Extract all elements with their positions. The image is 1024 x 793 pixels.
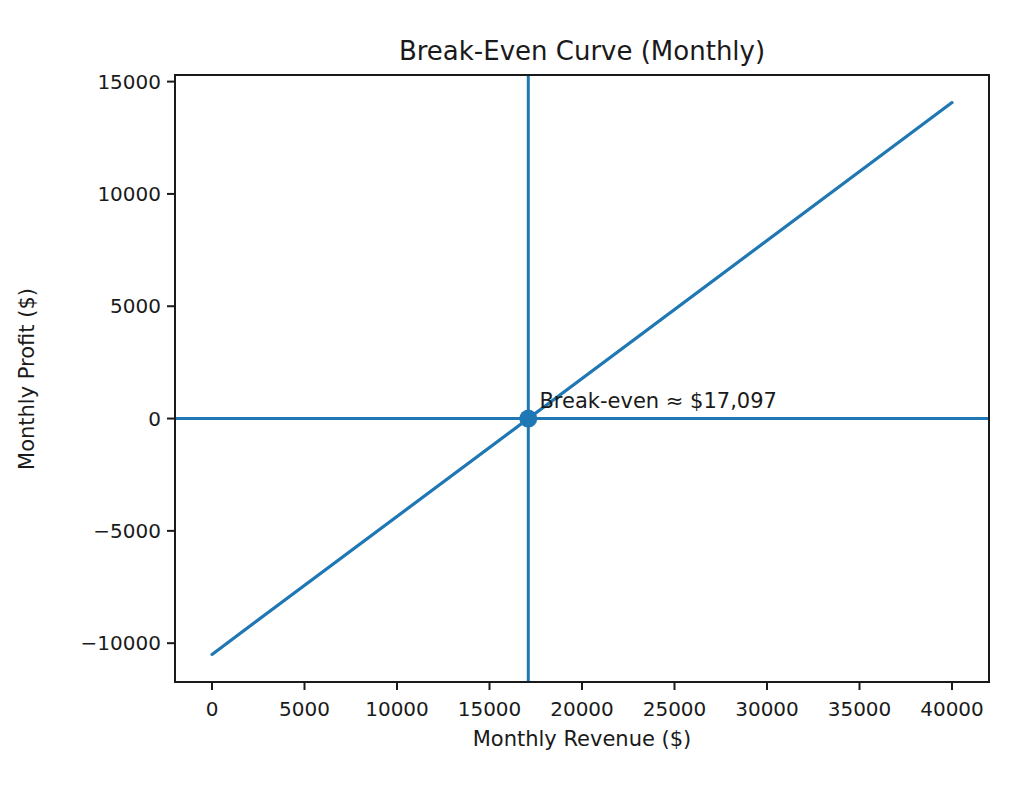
break-even-point [519, 410, 537, 428]
x-tick-label: 25000 [643, 697, 707, 721]
axis-ticks: 0 5000 10000 15000 20000 25000 30000 35000 40000… [81, 70, 984, 721]
break-even-annotation: Break-even ≈ $17,097 [539, 389, 776, 413]
x-tick-label: 0 [206, 697, 219, 721]
x-tick-label: 15000 [458, 697, 522, 721]
y-tick-label: −10000 [81, 631, 161, 655]
y-axis-label: Monthly Profit ($) [15, 288, 39, 470]
x-tick-label: 10000 [365, 697, 429, 721]
x-tick-label: 40000 [920, 697, 984, 721]
plot-lines [175, 75, 989, 682]
y-tick-label: 0 [148, 407, 161, 431]
chart-title: Break-Even Curve (Monthly) [399, 36, 765, 66]
x-axis-label: Monthly Revenue ($) [473, 727, 692, 751]
y-tick-label: −5000 [93, 519, 161, 543]
y-tick-label: 10000 [97, 182, 161, 206]
x-tick-label: 35000 [828, 697, 892, 721]
x-tick-label: 30000 [735, 697, 799, 721]
y-tick-label: 5000 [110, 294, 161, 318]
break-even-figure: 0 5000 10000 15000 20000 25000 30000 35000 40000… [0, 0, 1024, 793]
x-tick-label: 5000 [279, 697, 330, 721]
x-tick-label: 20000 [550, 697, 614, 721]
break-even-marker-group [519, 410, 537, 428]
profit-line [212, 103, 952, 655]
y-tick-label: 15000 [97, 70, 161, 94]
break-even-chart: 0 5000 10000 15000 20000 25000 30000 35000 40000… [0, 0, 1024, 793]
